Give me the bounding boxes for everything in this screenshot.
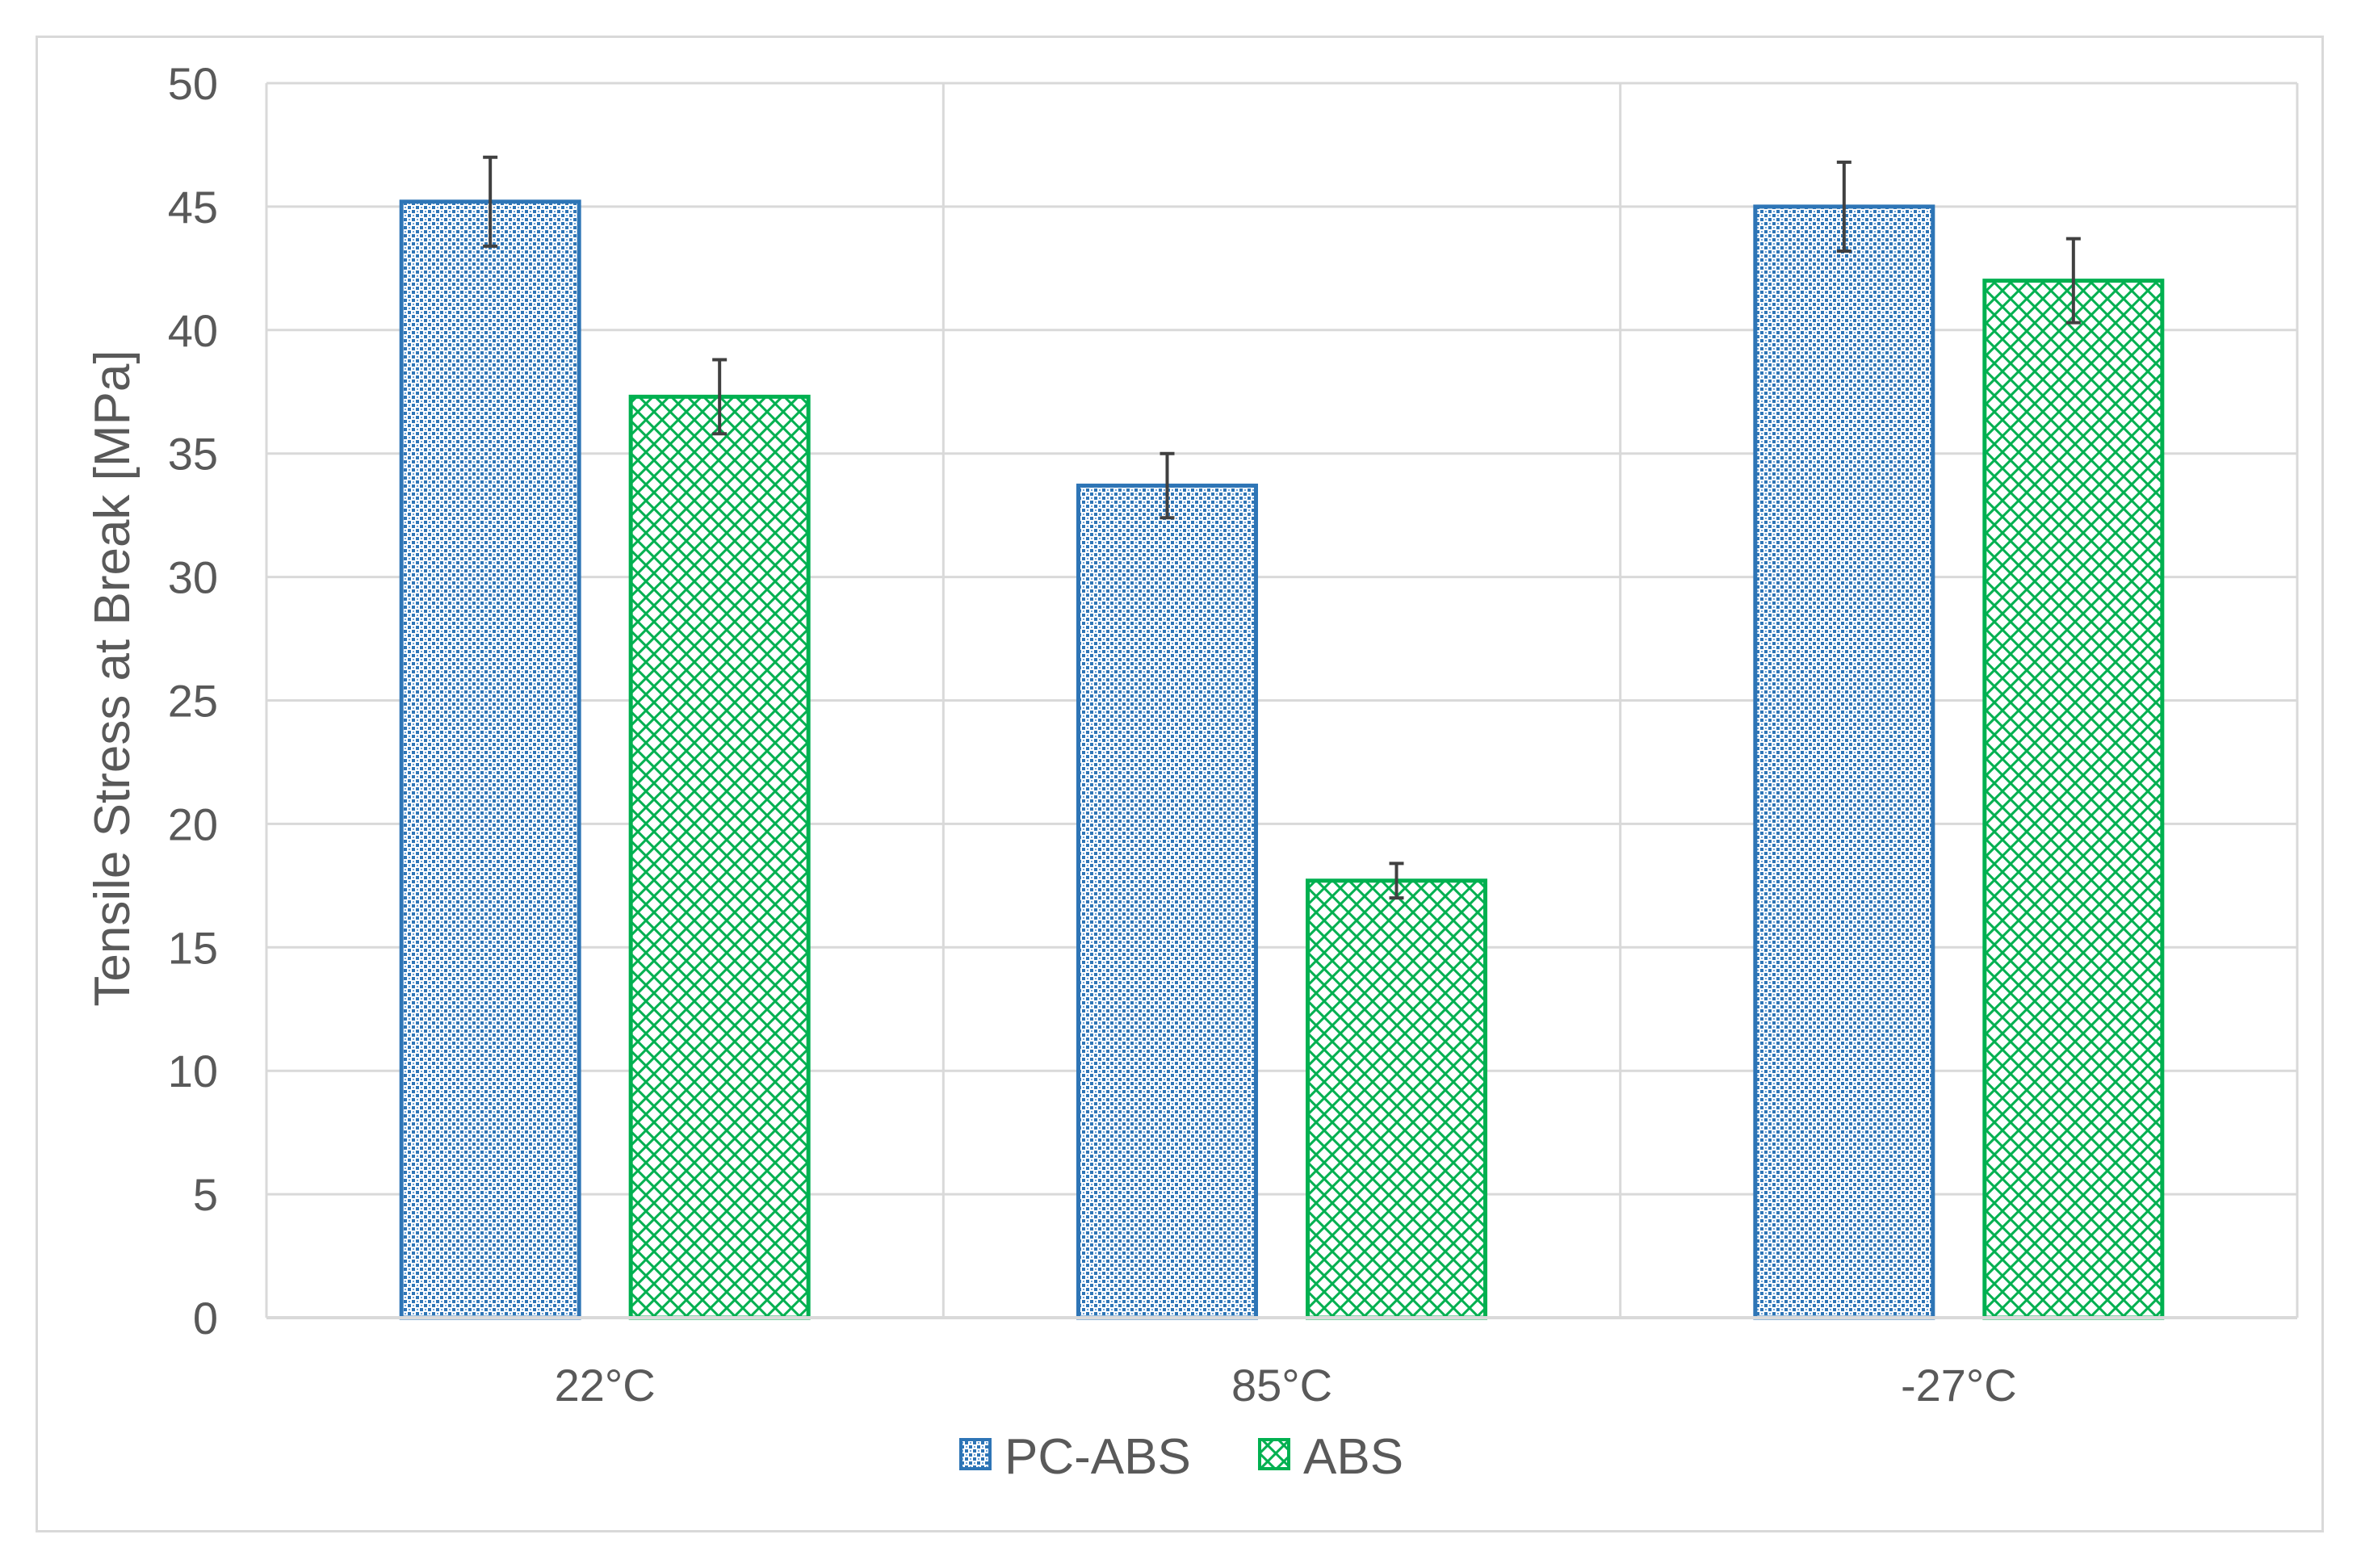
bar (628, 394, 811, 1320)
y-tick-label: 30 (168, 552, 218, 603)
y-tick-label: 50 (168, 58, 218, 109)
legend-swatch (1258, 1438, 1290, 1470)
legend-swatch (959, 1438, 992, 1470)
legend: PC-ABS ABS (959, 1429, 1403, 1485)
y-tick-label: 10 (168, 1046, 218, 1096)
x-tick-label: -27°C (1901, 1360, 2017, 1411)
y-tick-label: 45 (168, 182, 218, 233)
y-axis-title: Tensile Stress at Break [MPa] (85, 350, 140, 1006)
y-tick-label: 40 (168, 305, 218, 356)
y-tick-label: 20 (168, 799, 218, 849)
bar (1306, 878, 1487, 1320)
y-axis-ticks: 0 5 10 15 20 25 30 35 40 45 50 (168, 58, 218, 1344)
y-tick-label: 35 (168, 429, 218, 480)
bar (1982, 279, 2165, 1320)
x-axis-ticks: 22°C 85°C -27°C (555, 1360, 2017, 1411)
y-tick-label: 0 (193, 1293, 218, 1344)
x-tick-label: 85°C (1231, 1360, 1332, 1411)
x-tick-label: 22°C (555, 1360, 656, 1411)
error-bars (483, 155, 2081, 900)
bar (1076, 483, 1258, 1320)
gridlines (265, 82, 2299, 1318)
y-tick-label: 15 (168, 922, 218, 973)
legend-label: PC-ABS (1004, 1429, 1191, 1485)
legend-label: ABS (1303, 1429, 1403, 1485)
y-tick-label: 25 (168, 676, 218, 727)
bar (399, 199, 581, 1320)
bars (399, 199, 2165, 1320)
y-tick-label: 5 (193, 1169, 218, 1220)
bar (1753, 204, 1935, 1320)
